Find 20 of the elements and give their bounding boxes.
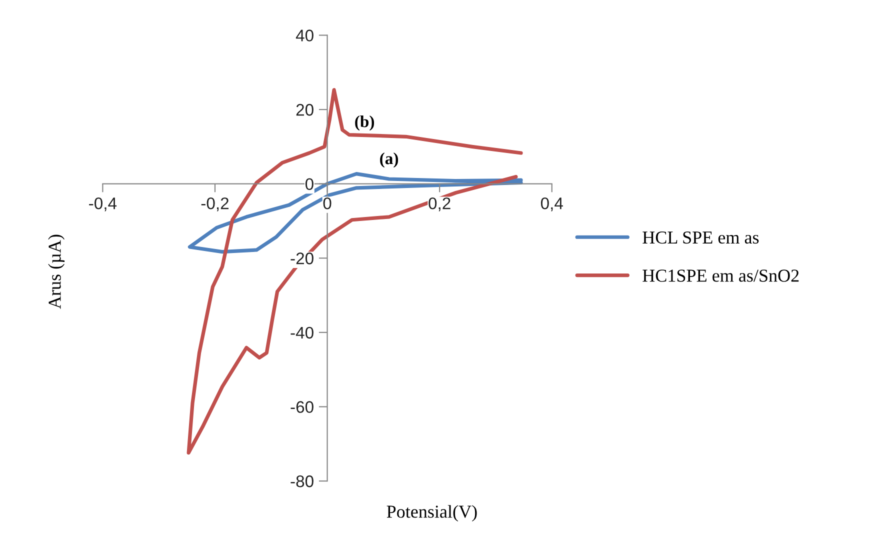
line-series [186, 88, 523, 455]
x-tick-label: 0,2 [428, 197, 450, 212]
legend-label: HC1SPE em as/SnO2 [642, 270, 799, 282]
x-tick-label: -0,4 [89, 197, 117, 212]
y-tick-label: 40 [296, 30, 314, 42]
x-tick-label: -0,2 [201, 197, 229, 212]
annotation: (b) [355, 115, 374, 131]
y-tick-label: 0 [305, 178, 314, 190]
x-tick-label: 0,4 [540, 197, 563, 212]
line-series [188, 172, 523, 254]
x-axis-title: Potensial(V) [386, 505, 477, 522]
y-tick-label: -60 [290, 401, 314, 413]
y-tick-label: -80 [290, 475, 314, 488]
annotation: (a) [380, 152, 398, 168]
x-tick-label: 0 [323, 197, 332, 210]
legend-label: HCL SPE em as [642, 231, 759, 244]
y-tick-label: -40 [290, 326, 314, 339]
y-tick-label: 20 [296, 104, 314, 116]
y-axis-title: Arus (µA) [48, 234, 65, 309]
y-tick-label: -20 [290, 252, 314, 264]
